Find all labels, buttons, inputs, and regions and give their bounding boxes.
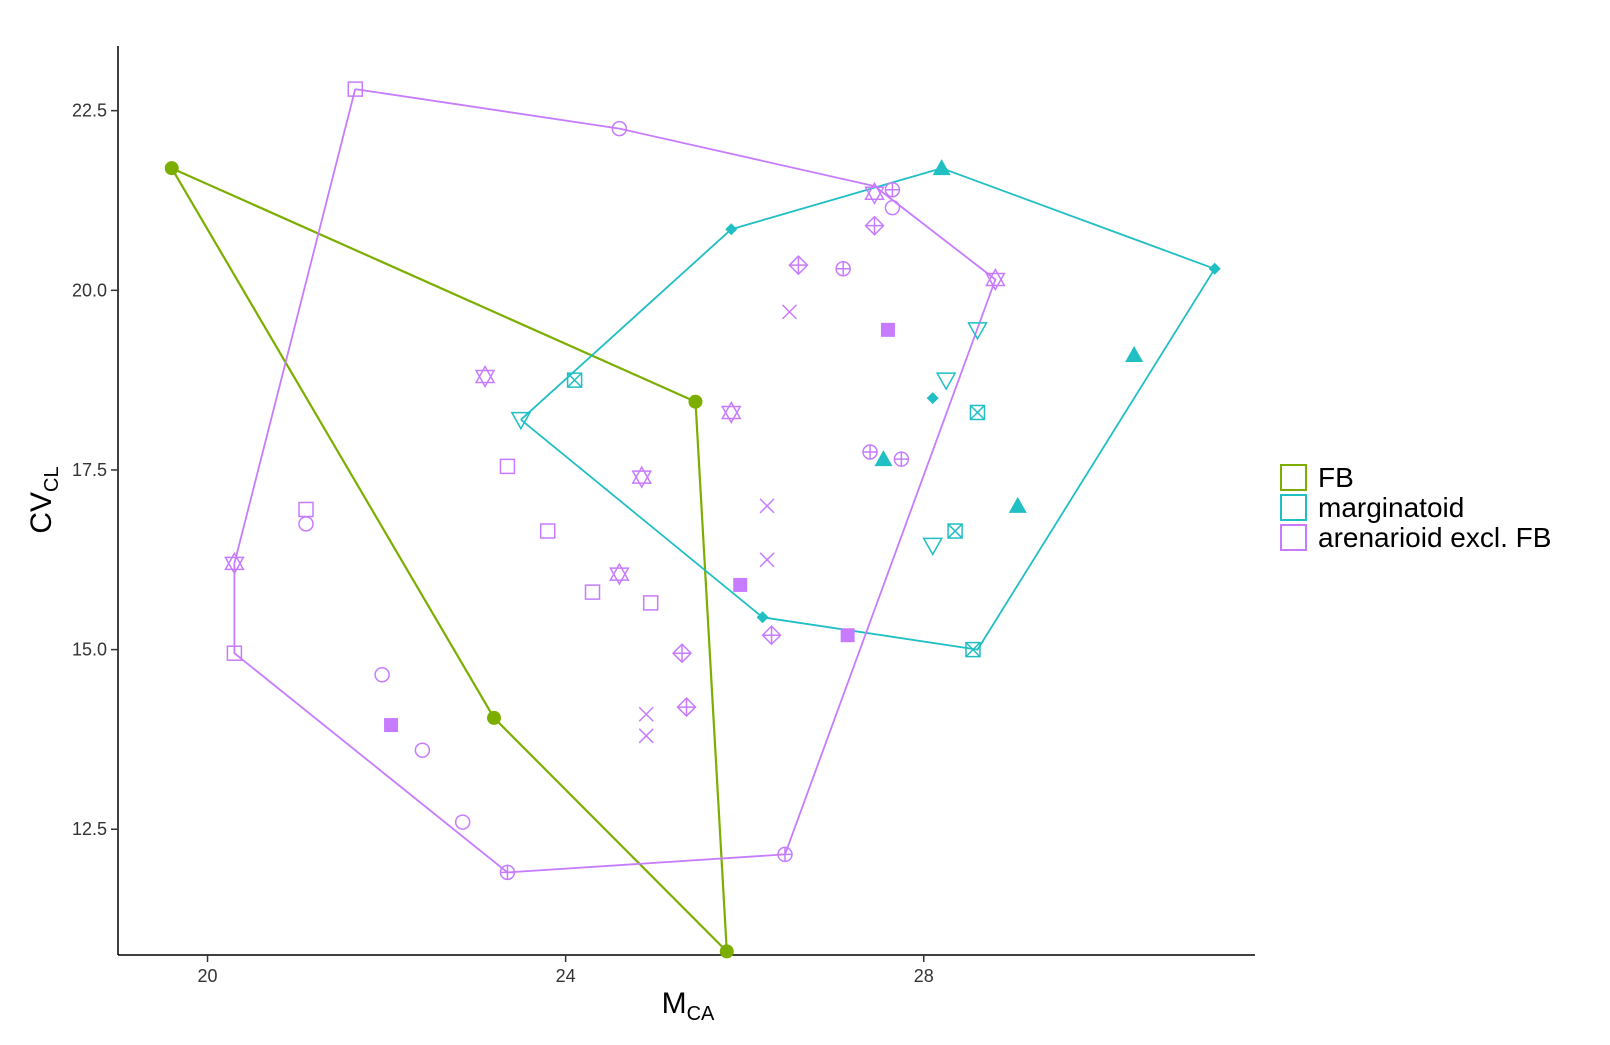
data-point (298, 516, 314, 532)
data-point (788, 255, 809, 276)
data-point (985, 268, 1006, 292)
data-point (584, 584, 601, 600)
data-point (609, 562, 630, 586)
data-point (1208, 262, 1221, 275)
data-point (935, 372, 957, 391)
data-point (761, 625, 782, 646)
data-point (864, 181, 885, 205)
legend-label: marginatoid (1318, 492, 1464, 523)
data-point (967, 322, 988, 341)
hull-outline (520, 167, 1216, 651)
data-point (864, 215, 885, 236)
legend-label: FB (1318, 462, 1354, 493)
y-tick-label: 20.0 (72, 280, 107, 300)
data-point (884, 181, 901, 198)
y-axis-title: CVCL (25, 466, 63, 533)
data-point (566, 372, 583, 388)
data-point (781, 304, 797, 320)
data-point (725, 223, 738, 236)
data-point (298, 501, 314, 518)
data-point (719, 944, 734, 959)
x-tick-label: 24 (556, 966, 576, 986)
data-point (474, 365, 496, 389)
y-tick-label: 22.5 (72, 101, 107, 121)
data-point (756, 611, 769, 624)
data-point (862, 444, 878, 460)
data-point (414, 742, 431, 758)
data-point (384, 718, 399, 733)
data-point (638, 706, 654, 722)
data-point (874, 450, 893, 467)
data-point (454, 814, 471, 830)
data-point (840, 628, 855, 643)
data-point (374, 667, 390, 683)
data-point (733, 577, 748, 592)
point-layer (164, 81, 1221, 959)
legend-key (1280, 524, 1307, 551)
data-point (926, 392, 939, 405)
y-tick-label: 12.5 (72, 819, 107, 839)
legend-label: arenarioid excl. FB (1318, 522, 1551, 553)
data-point (642, 595, 659, 611)
data-point (777, 846, 793, 863)
plot-panel (117, 46, 1255, 956)
data-point (922, 537, 943, 556)
x-tick-label: 28 (914, 966, 934, 986)
data-point (1008, 496, 1027, 513)
hull-outline (233, 88, 997, 874)
x-tick-label: 20 (198, 966, 218, 986)
data-point (499, 864, 516, 881)
data-point (688, 394, 703, 409)
legend-key (1280, 494, 1307, 521)
data-point (499, 458, 516, 475)
data-point (965, 641, 981, 658)
y-tick-label: 17.5 (72, 460, 107, 480)
data-point (611, 120, 628, 137)
data-point (671, 643, 693, 664)
data-point (835, 261, 851, 277)
x-axis-title: MCA (662, 987, 715, 1025)
data-point (676, 697, 697, 718)
data-point (510, 411, 532, 431)
data-point (932, 159, 951, 176)
data-point (347, 81, 363, 97)
data-point (947, 523, 963, 539)
tick-layer: 20 24 28 12.5 15.0 17.5 20.0 22.5 (72, 101, 934, 986)
data-point (164, 161, 179, 176)
data-point (631, 465, 653, 489)
data-point (759, 552, 775, 568)
data-point (226, 645, 243, 661)
data-point (884, 199, 901, 216)
data-point (224, 551, 245, 575)
data-point (969, 404, 986, 421)
data-point (539, 523, 556, 539)
data-point (487, 710, 502, 725)
data-point (759, 498, 775, 514)
data-point (880, 322, 895, 337)
data-point (720, 400, 742, 425)
data-point (1125, 345, 1144, 362)
y-tick-label: 15.0 (72, 640, 107, 660)
data-point (638, 728, 654, 744)
hull-outline (170, 167, 728, 953)
data-point (893, 451, 910, 467)
legend-key (1280, 464, 1307, 491)
hull-layer (170, 88, 1216, 953)
